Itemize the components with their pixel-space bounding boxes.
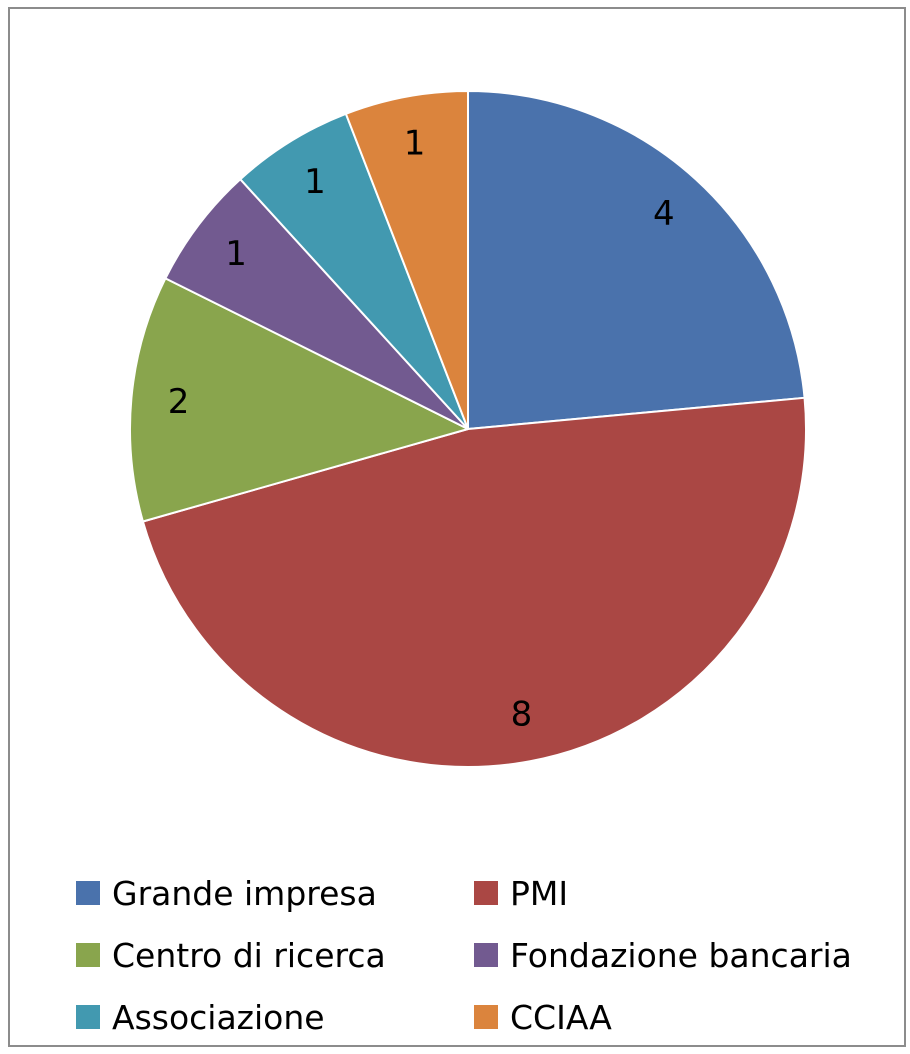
legend-swatch — [474, 1005, 498, 1029]
legend-label: Grande impresa — [112, 873, 377, 913]
pie-slice-associazione — [239, 112, 469, 430]
pie-slice-pmi — [141, 396, 807, 768]
legend-item-associazione: Associazione — [76, 993, 474, 1041]
legend-item-centro-di-ricerca: Centro di ricerca — [76, 931, 474, 979]
legend-label: Fondazione bancaria — [510, 935, 852, 975]
data-label-fondazione-bancaria: 1 — [225, 234, 247, 274]
pie-data-labels: 4 8 2 1 1 1 — [168, 123, 675, 734]
legend-swatch — [474, 943, 498, 967]
pie-slice-centro-di-ricerca — [129, 277, 469, 523]
data-label-centro-di-ricerca: 2 — [168, 382, 190, 422]
pie-slice-cciaa — [344, 90, 469, 430]
data-label-grande-impresa: 4 — [653, 194, 675, 234]
legend-swatch — [474, 881, 498, 905]
data-label-cciaa: 1 — [404, 123, 426, 163]
data-label-associazione: 1 — [304, 162, 326, 202]
pie-slices — [129, 90, 807, 768]
data-label-pmi: 8 — [511, 695, 533, 735]
legend-item-fondazione-bancaria: Fondazione bancaria — [474, 931, 874, 979]
legend-swatch — [76, 881, 100, 905]
legend-label: Centro di ricerca — [112, 935, 386, 975]
legend-label: Associazione — [112, 997, 325, 1037]
legend-swatch — [76, 1005, 100, 1029]
legend-label: CCIAA — [510, 997, 612, 1037]
legend-swatch — [76, 943, 100, 967]
legend-item-cciaa: CCIAA — [474, 993, 874, 1041]
legend-label: PMI — [510, 873, 569, 913]
pie-slice-fondazione-bancaria — [164, 178, 469, 430]
legend-item-grande-impresa: Grande impresa — [76, 869, 474, 917]
chart-frame: 4 8 2 1 1 1 Grande impresa PMI Centro di rice… — [8, 7, 906, 1047]
pie-slice-grande-impresa — [467, 90, 806, 430]
pie-chart: 4 8 2 1 1 1 — [129, 90, 807, 768]
legend-item-pmi: PMI — [474, 869, 874, 917]
legend: Grande impresa PMI Centro di ricerca Fon… — [76, 869, 874, 1041]
